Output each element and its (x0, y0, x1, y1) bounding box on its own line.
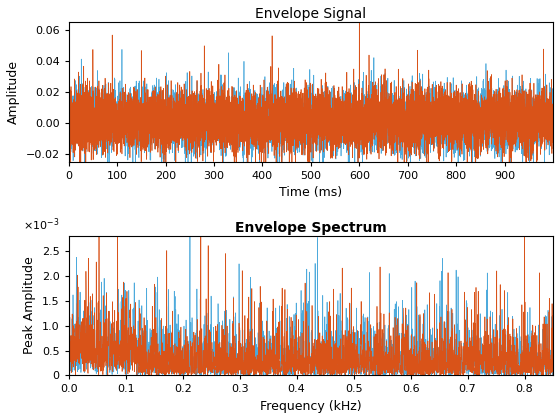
Y-axis label: Peak Amplitude: Peak Amplitude (24, 257, 36, 354)
Text: $\times10^{-3}$: $\times10^{-3}$ (22, 216, 59, 233)
Title: Envelope Signal: Envelope Signal (255, 7, 366, 21)
X-axis label: Time (ms): Time (ms) (279, 186, 342, 199)
Y-axis label: Amplitude: Amplitude (7, 60, 20, 124)
X-axis label: Frequency (kHz): Frequency (kHz) (260, 400, 362, 413)
Title: Envelope Spectrum: Envelope Spectrum (235, 220, 387, 234)
